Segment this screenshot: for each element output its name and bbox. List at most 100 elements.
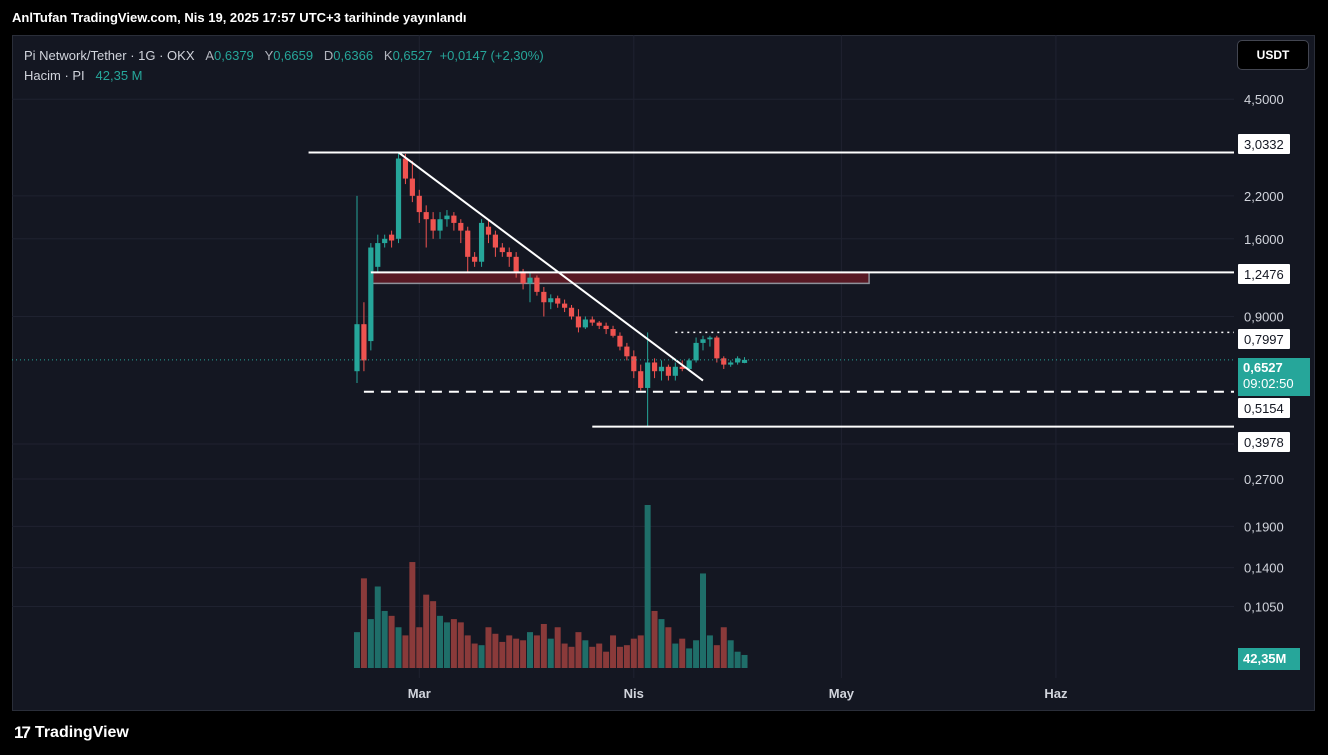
high-value: 0,6659 bbox=[273, 48, 314, 63]
level-label-0-5154: 0,5154 bbox=[1237, 397, 1291, 419]
legend: Pi Network/Tether · 1G · OKX A0,6379 Y0,… bbox=[24, 46, 544, 86]
currency-unit-button[interactable]: USDT bbox=[1237, 40, 1309, 70]
open-value: 0,6379 bbox=[214, 48, 254, 63]
volume-bar bbox=[381, 610, 388, 668]
candle-body bbox=[485, 226, 492, 235]
candle-body bbox=[575, 316, 582, 328]
volume-bar bbox=[354, 632, 360, 668]
volume-bar bbox=[610, 635, 617, 668]
volume-bar bbox=[561, 643, 568, 668]
volume-bar bbox=[616, 646, 623, 668]
volume-bar bbox=[700, 573, 706, 668]
volume-bar bbox=[416, 627, 423, 668]
candle-body bbox=[409, 178, 415, 196]
candle-body bbox=[714, 337, 720, 359]
candle-body bbox=[700, 339, 706, 343]
price-tick-label: 0,2700 bbox=[1244, 472, 1284, 487]
current-price-label: 0,6527 09:02:50 bbox=[1238, 358, 1310, 396]
symbol-label[interactable]: Pi Network/Tether · 1G · OKX bbox=[24, 48, 195, 63]
volume-bar bbox=[533, 635, 540, 668]
volume-key[interactable]: Hacim · PI bbox=[24, 68, 85, 83]
volume-bar bbox=[457, 622, 464, 668]
volume-bar bbox=[464, 635, 471, 668]
candle-body bbox=[596, 322, 602, 326]
volume-bar bbox=[658, 619, 665, 668]
candle-body bbox=[603, 325, 609, 330]
volume-bar bbox=[374, 586, 381, 668]
volume-bar bbox=[527, 632, 533, 668]
volume-bar bbox=[651, 610, 658, 668]
time-tick-label: May bbox=[829, 686, 855, 701]
volume-bar bbox=[679, 638, 686, 668]
candle-body bbox=[451, 215, 457, 223]
volume-value: 42,35 M bbox=[95, 68, 143, 83]
volume-bar bbox=[589, 646, 596, 668]
volume-bar bbox=[630, 638, 637, 668]
candle-body bbox=[617, 335, 623, 347]
close-key: K bbox=[383, 48, 393, 63]
volume-bar bbox=[665, 627, 672, 668]
volume-bar bbox=[478, 645, 485, 668]
volume-bar bbox=[693, 640, 700, 668]
bar-countdown: 09:02:50 bbox=[1243, 376, 1294, 391]
candle-body bbox=[361, 324, 367, 361]
current-volume-label: 42,35M bbox=[1238, 648, 1300, 670]
candle-body bbox=[527, 277, 533, 284]
volume-bar bbox=[360, 578, 367, 668]
volume-bar bbox=[485, 627, 492, 668]
close-value: 0,6527 bbox=[392, 48, 433, 63]
volume-bar bbox=[734, 651, 741, 668]
candle-body bbox=[416, 195, 422, 213]
volume-bar bbox=[575, 632, 582, 668]
volume-bar bbox=[706, 635, 713, 668]
chart-area[interactable]: 4,50002,20001,60000,90000,35000,27000,19… bbox=[12, 35, 1315, 711]
candle-body bbox=[693, 342, 699, 361]
volume-bar bbox=[568, 646, 575, 668]
volume-bar bbox=[672, 643, 679, 668]
candle-body bbox=[707, 337, 713, 340]
price-tick-label: 1,6000 bbox=[1244, 232, 1284, 247]
resistance-zone bbox=[370, 271, 870, 285]
candles bbox=[354, 152, 748, 427]
grid bbox=[12, 35, 1234, 678]
candle-body bbox=[638, 371, 644, 388]
candle-body bbox=[562, 303, 568, 308]
time-tick-label: Nis bbox=[624, 686, 644, 701]
zone-layer bbox=[370, 271, 870, 285]
volume-bar bbox=[367, 619, 374, 668]
candle-body bbox=[555, 298, 561, 304]
volume-bar bbox=[644, 505, 651, 668]
footer: 17 TradingView bbox=[14, 723, 129, 743]
volume-bar bbox=[395, 627, 402, 668]
volume-bar bbox=[513, 638, 520, 668]
candle-body bbox=[395, 158, 402, 239]
low-key: D bbox=[323, 48, 334, 63]
volume-bars bbox=[354, 505, 748, 668]
volume-bar bbox=[623, 645, 630, 668]
volume-bar bbox=[423, 594, 430, 668]
price-tick-label: 0,9000 bbox=[1244, 309, 1284, 324]
brand-name[interactable]: TradingView bbox=[34, 724, 129, 741]
candle-body bbox=[645, 362, 651, 388]
candle-body bbox=[665, 366, 671, 376]
volume-bar bbox=[603, 651, 610, 668]
candle-body bbox=[589, 319, 595, 323]
volume-bar bbox=[741, 654, 748, 668]
price-tick-label: 4,5000 bbox=[1244, 92, 1284, 107]
candle-body bbox=[651, 362, 658, 372]
volume-bar bbox=[596, 643, 603, 668]
price-tick-label: 0,1400 bbox=[1244, 561, 1284, 576]
volume-bar bbox=[499, 641, 506, 668]
volume-bar bbox=[540, 623, 547, 668]
volume-bar bbox=[450, 619, 457, 668]
candle-body bbox=[472, 256, 478, 262]
candle-body bbox=[520, 272, 526, 284]
candle-body bbox=[430, 219, 436, 231]
price-axis: 4,50002,20001,60000,90000,35000,27000,19… bbox=[1244, 92, 1284, 614]
candle-body bbox=[721, 358, 727, 365]
candle-body bbox=[679, 366, 685, 369]
candle-body bbox=[465, 230, 471, 257]
volume-bar bbox=[437, 615, 444, 668]
tradingview-logo-icon[interactable]: 17 bbox=[14, 723, 31, 742]
high-key: Y bbox=[264, 48, 274, 63]
